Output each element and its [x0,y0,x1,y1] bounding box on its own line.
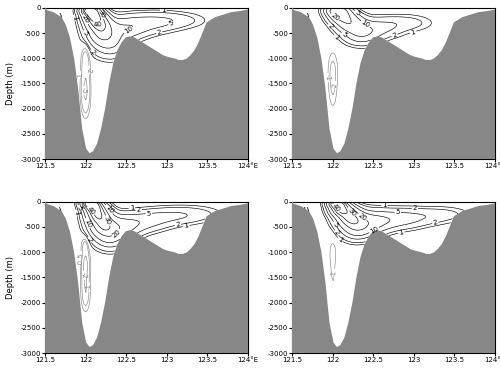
Text: 5: 5 [354,9,360,17]
Text: -1: -1 [77,72,84,79]
Text: -1: -1 [325,74,332,81]
Text: 5: 5 [146,210,152,217]
Text: 2: 2 [156,29,162,36]
Text: 2: 2 [89,49,96,56]
Text: 1: 1 [130,205,134,211]
Text: (c): (c) [49,206,62,216]
Text: 10: 10 [368,225,380,235]
Text: 2: 2 [333,229,340,236]
Polygon shape [45,204,248,353]
Text: 20: 20 [330,12,340,22]
Text: 10: 10 [104,204,115,215]
Polygon shape [292,10,495,159]
Text: 10: 10 [123,25,134,35]
Text: -5: -5 [81,87,87,94]
Polygon shape [292,202,495,348]
Polygon shape [45,10,248,159]
Polygon shape [45,202,248,348]
Text: 2: 2 [326,23,334,31]
Polygon shape [45,8,248,154]
Text: 5: 5 [168,20,174,27]
Text: 2: 2 [175,222,180,228]
Text: 5: 5 [332,221,339,228]
Text: 2: 2 [432,220,438,226]
Text: 40: 40 [330,203,341,213]
Text: 2: 2 [412,205,417,211]
Text: -2: -2 [332,82,338,89]
Text: 2: 2 [136,207,141,213]
Text: 5: 5 [396,210,400,215]
Text: (d): (d) [296,206,310,216]
Text: 10: 10 [360,19,370,29]
Text: -0.5: -0.5 [77,252,84,266]
Text: 2: 2 [392,32,398,39]
Text: 2: 2 [86,236,94,243]
Text: 20: 20 [358,212,368,222]
Text: -2: -2 [81,272,87,279]
Text: (b): (b) [296,12,310,22]
Text: 40: 40 [93,21,102,28]
Text: -1: -1 [86,283,92,291]
Text: 1: 1 [336,236,344,244]
Text: 40: 40 [86,205,96,216]
Text: 30: 30 [346,206,356,217]
Text: 1: 1 [398,229,404,236]
Text: 30: 30 [96,9,106,20]
Y-axis label: Depth (m): Depth (m) [6,62,15,105]
Text: 10: 10 [84,218,92,229]
Text: 20: 20 [111,228,122,238]
Text: -2: -2 [86,67,92,74]
Polygon shape [292,204,495,353]
Y-axis label: Depth (m): Depth (m) [6,256,15,299]
Polygon shape [292,8,495,154]
Text: (a): (a) [49,12,62,22]
Text: 20: 20 [80,14,90,24]
Text: 1: 1 [184,223,189,229]
Text: 1: 1 [161,7,166,14]
Text: -1: -1 [331,269,338,277]
Text: 1: 1 [71,15,78,21]
Text: 1: 1 [332,33,340,41]
Text: 5: 5 [81,30,88,36]
Text: 1: 1 [74,210,80,216]
Text: 1: 1 [410,28,416,36]
Text: 5: 5 [340,31,347,38]
Text: 30: 30 [103,215,112,226]
Text: 5: 5 [76,205,83,211]
Text: 1: 1 [382,203,386,209]
